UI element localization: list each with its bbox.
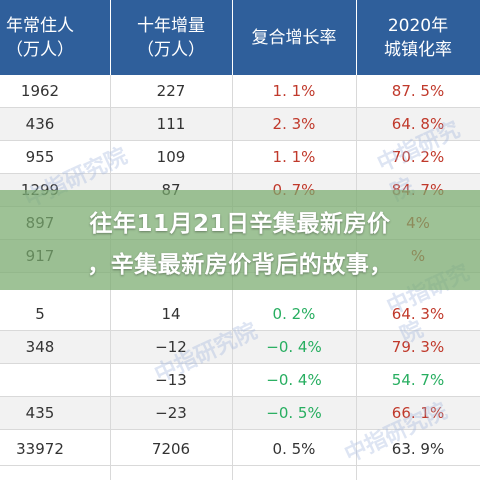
header-increment: 十年增量 （万人） [110,0,232,75]
header-divider [110,0,111,75]
table-row: 5 14 0. 2% 64. 3% [0,298,480,331]
title-banner: 往年11月21日辛集最新房价 ，辛集最新房价背后的故事， [0,190,480,290]
cell-growth-rate: 1. 1% [272,148,316,166]
cell-population: 33972 [16,440,64,458]
cell-population: 435 [25,404,55,422]
cell-growth-rate: 0. 5% [272,440,316,458]
cell-population: 5 [35,305,45,323]
cell-increment: −13 [155,371,187,389]
header-urbanization: 2020年 城镇化率 [356,0,480,75]
header-divider [232,0,233,75]
cell-urbanization: 87. 5% [391,82,445,100]
cell-urbanization: 64. 8% [391,115,445,133]
cell-population: 955 [25,148,55,166]
cell-increment: 109 [156,148,186,166]
cell-increment: 227 [156,82,186,100]
cell-population: 436 [25,115,55,133]
cell-growth-rate: −0. 4% [266,371,322,389]
cell-urbanization: 79. 3% [391,338,445,356]
table-row: 348 −12 −0. 4% 79. 3% [0,331,480,364]
cell-urbanization: 64. 3% [391,305,445,323]
table-row: 1962 227 1. 1% 87. 5% [0,75,480,108]
banner-title-line1: 往年11月21日辛集最新房价 [89,211,391,237]
cell-population [0,364,110,396]
table-row: 955 109 1. 1% 70. 2% [0,141,480,174]
cell-growth-rate: 2. 3% [272,115,316,133]
cell-urbanization: 66. 1% [391,404,445,422]
cell-increment: −12 [155,338,187,356]
header-increment-line2: （万人） [137,39,205,60]
table-header: 年常住人 （万人） 十年增量 （万人） 复合增长率 2020年 城镇化率 [0,0,480,75]
cell-population: 1962 [20,82,60,100]
table-row: 33972 7206 0. 5% 63. 9% [0,433,480,466]
cell-increment: −23 [155,404,187,422]
header-increment-line1: 十年增量 [137,15,205,36]
table-row: 436 111 2. 3% 64. 8% [0,108,480,141]
cell-growth-rate: 1. 1% [272,82,316,100]
header-urbanization-line1: 2020年 [387,15,449,36]
cell-urbanization: 54. 7% [391,371,445,389]
table-row: −13 −0. 4% 54. 7% [0,364,480,397]
header-growth-rate: 复合增长率 [232,0,356,75]
cell-urbanization: 63. 9% [391,440,445,458]
cell-growth-rate: −0. 4% [266,338,322,356]
banner-title-line2: ，辛集最新房价背后的故事， [87,252,393,278]
header-population: 年常住人 （万人） [0,0,110,75]
header-divider [356,0,357,75]
header-population-line1: 年常住人 [6,15,74,36]
cell-increment: 14 [161,305,181,323]
header-urbanization-line2: 城镇化率 [384,39,452,60]
header-growth-rate-line1: 复合增长率 [251,27,337,48]
cell-growth-rate: −0. 5% [266,404,322,422]
cell-increment: 7206 [151,440,191,458]
cell-growth-rate: 0. 2% [272,305,316,323]
header-population-line2: （万人） [6,39,74,60]
cell-urbanization: 70. 2% [391,148,445,166]
cell-population: 348 [25,338,55,356]
cell-increment: 111 [156,115,186,133]
table-row: 435 −23 −0. 5% 66. 1% [0,397,480,430]
